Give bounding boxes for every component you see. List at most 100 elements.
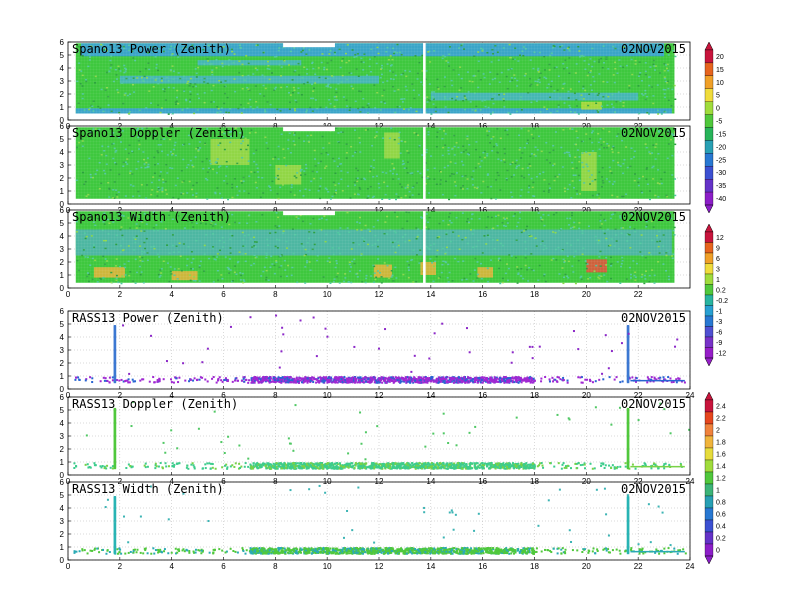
scatter-point — [397, 378, 400, 381]
scatter-point — [326, 377, 329, 380]
heatmap-cell — [448, 198, 451, 201]
scatter-point — [111, 379, 114, 382]
scatter-point — [250, 381, 253, 384]
scatter-point — [515, 380, 518, 383]
colorbar-label: 3 — [716, 266, 720, 273]
scatter-point — [383, 378, 386, 381]
scatter-point — [559, 378, 562, 381]
scatter-column-point — [113, 326, 117, 329]
scatter-point — [474, 379, 477, 382]
heatmap-cell — [574, 282, 577, 285]
scatter-point — [382, 379, 385, 382]
scatter-point — [320, 377, 323, 380]
scatter-point — [127, 381, 130, 384]
scatter-column-point — [626, 363, 630, 366]
scatter-column-point — [626, 348, 630, 351]
scatter-point — [259, 378, 262, 381]
scatter-point — [330, 377, 333, 380]
scatter-point — [487, 381, 490, 384]
scatter-point — [265, 464, 268, 467]
scatter-point — [277, 379, 280, 382]
x-tick-label: 8 — [273, 122, 278, 131]
scatter-column-point — [626, 326, 630, 329]
x-tick-label: 22 — [634, 122, 643, 131]
scatter-column-point — [113, 374, 117, 377]
scatter-point — [293, 377, 296, 380]
heatmap-cell — [167, 113, 170, 115]
scatter-column-point — [626, 374, 630, 377]
x-tick-label: 20 — [582, 206, 591, 215]
scatter-point — [474, 380, 477, 383]
scatter-point — [374, 379, 377, 382]
scatter-point — [441, 322, 444, 325]
colorbar-segment — [704, 191, 714, 206]
scatter-point — [513, 381, 516, 384]
scatter-point — [418, 379, 421, 382]
colorbar-label: -3 — [716, 319, 722, 326]
scatter-point — [431, 377, 434, 380]
colorbar-label: -40 — [716, 196, 726, 203]
scatter-point — [449, 376, 452, 379]
scatter-point — [261, 378, 264, 381]
scatter-point — [283, 376, 286, 379]
y-tick-label: 4 — [60, 64, 65, 73]
heatmap-cell — [673, 178, 676, 180]
data-gap — [423, 126, 426, 204]
scatter-column-point — [113, 359, 117, 362]
scatter-point — [524, 377, 527, 380]
scatter-point — [500, 379, 503, 382]
scatter-point — [414, 379, 417, 382]
scatter-point — [548, 380, 551, 383]
scatter-point — [446, 379, 449, 382]
scatter-point — [412, 381, 415, 384]
heatmap-cell — [673, 226, 676, 229]
scatter-point — [646, 376, 649, 379]
scatter-point — [363, 376, 366, 379]
scatter-point — [577, 376, 580, 379]
scatter-column-point — [113, 335, 117, 338]
colorbar-segment — [704, 179, 714, 193]
x-tick-label: 22 — [634, 290, 643, 299]
scatter-point — [387, 376, 390, 379]
scatter-point — [464, 376, 467, 379]
scatter-point — [204, 378, 207, 381]
colorbar-label: 10 — [716, 80, 724, 87]
scatter-point — [352, 380, 355, 383]
scatter-point — [464, 381, 467, 384]
scatter-point — [627, 332, 630, 335]
y-tick-label: 3 — [60, 77, 65, 86]
scatter-point — [452, 381, 455, 384]
scatter-point — [675, 381, 678, 384]
scatter-point — [342, 378, 345, 381]
scatter-point — [158, 377, 161, 380]
heatmap-cell — [673, 219, 676, 222]
scatter-point — [162, 378, 165, 381]
scatter-point — [359, 378, 362, 381]
scatter-point — [343, 376, 346, 379]
scatter-point — [273, 380, 276, 383]
scatter-point — [502, 379, 505, 382]
heatmap-cell — [674, 128, 677, 130]
scatter-column-point — [626, 352, 630, 355]
scatter-point — [601, 372, 604, 375]
heatmap-cell — [673, 234, 676, 236]
scatter-point — [504, 379, 507, 382]
scatter-point — [400, 380, 403, 383]
scatter-point — [583, 463, 586, 466]
scatter-point — [317, 377, 320, 380]
x-tick-label: 0 — [66, 391, 71, 400]
scatter-point — [288, 377, 291, 380]
scatter-point — [390, 377, 393, 380]
scatter-point — [101, 465, 104, 468]
x-tick-label: 10 — [323, 391, 332, 400]
scatter-point — [240, 465, 243, 468]
scatter-point — [410, 380, 413, 383]
scatter-point — [115, 379, 118, 382]
panel-title: Spano13 Width (Zenith) — [72, 210, 231, 224]
y-tick-label: 3 — [60, 161, 65, 170]
scatter-point — [167, 465, 170, 468]
scatter-point — [327, 376, 330, 379]
scatter-point — [417, 377, 420, 380]
scatter-column-point — [626, 328, 630, 331]
scatter-point — [379, 463, 382, 466]
